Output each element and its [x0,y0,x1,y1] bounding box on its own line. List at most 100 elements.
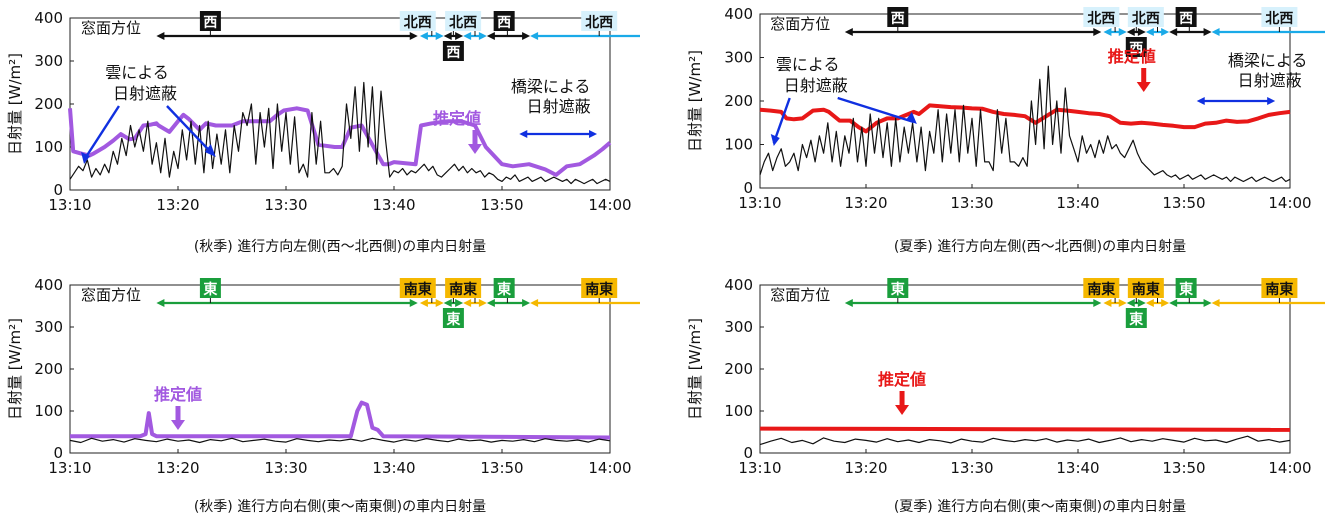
autumn_left-orient-arrow-head-left [156,32,165,40]
summer_right-ytick-label: 300 [724,318,753,336]
summer_right-orient-label-4: 南東 [1265,281,1293,298]
summer_right-xtick-label: 13:30 [950,459,993,477]
autumn_left-orient-arrow-head-right [455,32,464,40]
summer_left-series-measured [759,65,1291,183]
summer_left-cloud-label-1: 雲による [776,55,840,74]
summer_right-xtick-label: 13:50 [1162,459,1205,477]
summer_right-ytick-label: 100 [724,402,753,420]
autumn_right-orient-label-1-bg [399,278,436,298]
autumn_left-cloud-arrow-1-head [81,152,91,164]
summer_right-orient-arrow-head-right [1093,299,1102,307]
autumn_right-ytick-label: 0 [53,444,63,462]
summer_left-orient-label-4: 北西 [1265,11,1293,27]
summer_right-orient-label-3: 東 [1179,281,1193,298]
autumn_right-ylabel: 日射量 [W/m²] [6,318,24,420]
autumn_right-ytick-label: 200 [34,360,63,378]
autumn_left-ylabel: 日射量 [W/m²] [6,53,24,155]
autumn_right-orient-arrow-head-left [156,299,165,307]
chart-summer-left-svg: 0 100 200 300 400 13:10 13:20 13:30 13:40 13:50 14… [686,5,1325,212]
autumn_right-series-estimate [70,400,611,440]
autumn_left-ytick-label: 400 [34,9,63,27]
summer_left-ytick-label: 100 [724,136,753,154]
chart-summer-right-title: (夏季) 進行方向右側(東～南東側)の車内日射量 [893,499,1187,515]
chart-autumn-left-title: (秋季) 進行方向左側(西～北西側)の車内日射量 [193,239,487,255]
autumn_left-estimate-label: 推定値 [433,109,481,128]
summer_left-ytick-label: 300 [724,49,753,67]
autumn_right-orient-arrow-head-right [409,299,418,307]
autumn_left-orient-arrow-head-right [435,32,444,40]
summer_left-series-estimate [759,103,1291,134]
autumn_left-cloud-arrow-2 [166,105,214,155]
summer_right-xtick-label: 14:00 [1268,459,1311,477]
chart-summer-left: 0 100 200 300 400 13:10 13:20 13:30 13:40 13:50 14… [680,0,1325,262]
summer_right-orient-arrow-head-right [1161,299,1170,307]
chart-autumn-right: 0 100 200 300 400 13:10 13:20 13:30 13:40 13:50 14… [0,265,670,525]
autumn_right-orient-label-4-bg [581,278,618,298]
summer_left-window-label: 窓面方位 [770,15,830,33]
autumn_right-xtick-label: 13:40 [372,459,415,477]
summer_left-orient-label-2-bg [1127,7,1164,27]
summer_right-ytick-label: 200 [724,360,753,378]
autumn_left-orient-label-4: 北西 [585,15,613,31]
autumn_left-estimate-arrow-head [468,144,482,154]
summer_right-orient-label-1: 南東 [1087,281,1115,298]
autumn_left-orient-label-1: 北西 [404,15,432,31]
autumn_left-orient-arrow-head-right [409,32,418,40]
summer_left-orient-arrow-head-left [1169,28,1178,36]
summer_right-xtick-label: 13:10 [738,459,781,477]
autumn_left-xtick-label: 13:50 [480,196,523,214]
autumn_left-bridge-arrow-head-right [589,130,598,138]
autumn_left-orient-label-5-bg [442,41,464,61]
autumn_right-orient-label-3: 東 [497,281,511,298]
summer_left-xtick-label: 13:30 [950,194,993,212]
autumn_right-xtick-label: 13:10 [48,459,91,477]
summer_left-ylabel: 日射量 [W/m²] [686,50,704,152]
autumn_right-orient-arrow-head-left [530,299,539,307]
chart-autumn-left-svg: 0 100 200 300 400 13:10 13:20 13:30 13:40 13:50 14… [6,9,670,214]
summer_right-orient-arrow-head-right [1203,299,1212,307]
summer_left-ytick-label: 0 [743,179,753,197]
autumn_right-orient-label-5-bg [442,308,464,328]
autumn_left-orient-arrow-head-left [419,32,428,40]
autumn_left-orient-label-4-bg [581,11,618,31]
summer_right-series-estimate [759,426,1291,432]
summer_right-orient-label-0-bg [887,278,909,298]
summer_left-orient-arrow-head-left [1126,28,1135,36]
summer_left-xtick-label: 13:40 [1056,194,1099,212]
autumn_right-estimate-label: 推定値 [154,385,202,404]
autumn_left-orient-arrow-head-left [463,32,472,40]
summer_left-orient-label-3: 西 [1179,11,1193,27]
autumn_right-ytick-label: 400 [34,276,63,294]
summer_right-orient-label-2: 南東 [1132,281,1160,298]
summer_left-orient-arrow-head-right [1137,28,1146,36]
chart-summer-right-svg: 0 100 200 300 400 13:10 13:20 13:30 13:40 13:50 14… [686,276,1325,477]
summer_right-ylabel: 日射量 [W/m²] [686,318,704,420]
summer_left-bridge-label-1: 橋梁による [1228,51,1308,70]
autumn_left-bridge-arrow-head-left [519,130,528,138]
autumn_left-orient-label-1-bg [399,11,436,31]
autumn_left-orient-arrow-head-right [478,32,487,40]
autumn_right-estimate-arrow-head [171,420,185,430]
summer_right-window-label: 窓面方位 [770,286,830,304]
autumn_right-orient-label-5: 東 [446,311,460,328]
summer_left-orient-arrow-head-right [1161,28,1170,36]
autumn_left-xtick-label: 13:40 [372,196,415,214]
summer_left-orient-label-5: 西 [1129,41,1143,57]
summer_left-orient-label-5-bg [1125,37,1147,57]
summer_left-cloud-arrow-1 [772,97,791,144]
summer_right-orient-label-0: 東 [891,281,905,298]
summer_left-orient-arrow-head-left [1103,28,1112,36]
autumn_right-ytick-label: 100 [34,402,63,420]
autumn_left-xtick-label: 13:30 [264,196,307,214]
summer_left-cloud-arrow-2 [837,96,915,124]
autumn_right-orient-arrow-head-left [419,299,428,307]
autumn_left-cloud-arrow-2-head [204,144,216,157]
summer_right-ytick-label: 400 [724,276,753,294]
autumn_right-xtick-label: 13:30 [264,459,307,477]
summer_right-orient-label-5: 東 [1129,311,1143,328]
summer_right-series-measured [759,435,1291,446]
summer_right-estimate-label: 推定値 [878,370,926,389]
autumn_right-orient-label-1: 南東 [404,281,432,298]
autumn_left-orient-label-3: 西 [497,15,511,31]
autumn_left-cloud-arrow-1 [83,105,120,161]
